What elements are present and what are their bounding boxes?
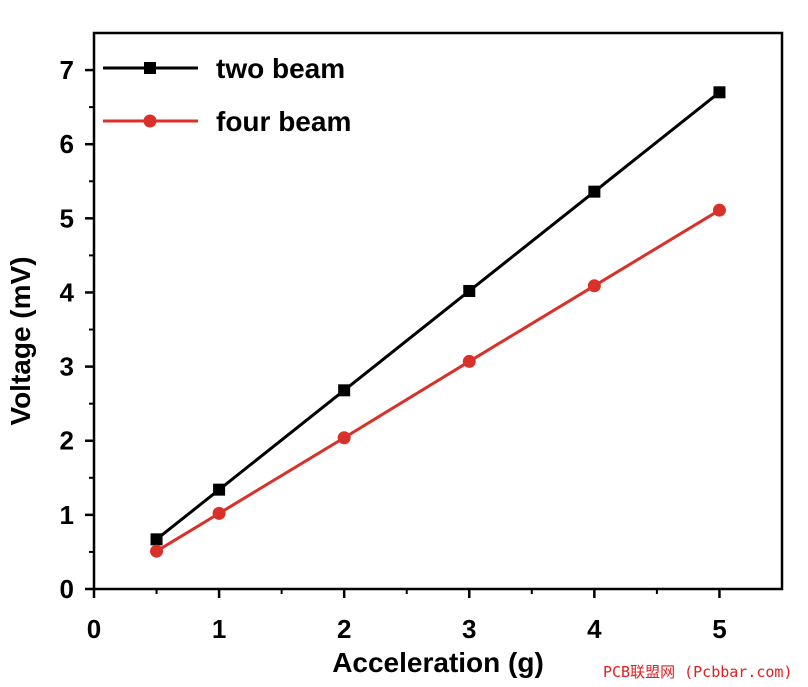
data-point-four-beam [150, 544, 164, 558]
y-tick-label: 3 [60, 352, 74, 382]
y-axis-title: Voltage (mV) [5, 256, 36, 425]
data-point-two-beam [588, 185, 601, 198]
x-tick-label: 1 [212, 614, 226, 644]
legend-label-four-beam: four beam [216, 106, 351, 137]
data-point-two-beam [338, 384, 351, 397]
x-tick-label: 0 [87, 614, 101, 644]
x-tick-label: 5 [712, 614, 726, 644]
y-tick-label: 4 [60, 277, 75, 307]
series-layer [150, 86, 726, 558]
y-tick-label: 1 [60, 500, 74, 530]
data-point-two-beam [150, 533, 163, 546]
x-axis-title: Acceleration (g) [332, 647, 544, 678]
data-point-two-beam [463, 284, 476, 297]
legend-marker-four-beam [143, 114, 157, 128]
data-point-four-beam [212, 506, 226, 520]
y-tick-label: 0 [60, 574, 74, 604]
y-tick-label: 2 [60, 426, 74, 456]
data-point-four-beam [587, 279, 601, 293]
data-point-four-beam [337, 431, 351, 445]
legend-label-two-beam: two beam [216, 53, 345, 84]
y-tick-label: 5 [60, 203, 74, 233]
series-line-four-beam [155, 208, 721, 553]
y-tick-label: 7 [60, 55, 74, 85]
x-tick-label: 2 [337, 614, 351, 644]
data-point-four-beam [462, 354, 476, 368]
legend: two beam four beam [103, 53, 351, 137]
legend-marker-two-beam [144, 62, 156, 74]
y-tick-label: 6 [60, 129, 74, 159]
data-point-two-beam [213, 483, 226, 496]
x-tick-label: 3 [462, 614, 476, 644]
plot-frame [92, 31, 784, 591]
tick-labels: 0 1 2 3 4 5 0 1 2 3 4 5 6 7 [60, 55, 727, 644]
series-line-two-beam [155, 91, 721, 541]
watermark-text: PCB联盟网 (Pcbbar.com) [603, 663, 793, 681]
data-point-four-beam [712, 203, 726, 217]
data-point-two-beam [713, 86, 726, 99]
x-tick-label: 4 [587, 614, 602, 644]
